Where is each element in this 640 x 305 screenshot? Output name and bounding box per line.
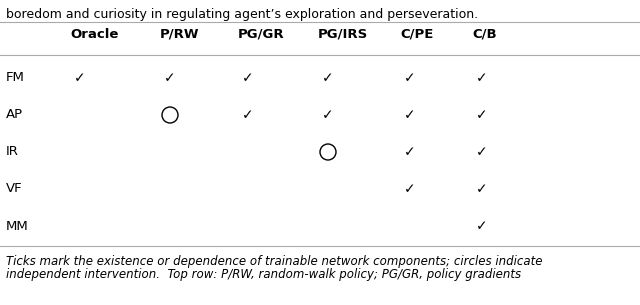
Text: ✓: ✓ xyxy=(404,71,416,85)
Text: FM: FM xyxy=(6,71,25,84)
Text: ✓: ✓ xyxy=(164,71,176,85)
Text: independent intervention.  Top row: P/RW, random-walk policy; PG/GR, policy grad: independent intervention. Top row: P/RW,… xyxy=(6,268,521,281)
Text: Oracle: Oracle xyxy=(70,28,118,41)
Text: PG/GR: PG/GR xyxy=(238,28,285,41)
Text: ✓: ✓ xyxy=(476,145,488,159)
Text: PG/IRS: PG/IRS xyxy=(318,28,368,41)
Text: ✓: ✓ xyxy=(476,108,488,122)
Text: ✓: ✓ xyxy=(404,145,416,159)
Text: ✓: ✓ xyxy=(322,71,334,85)
Text: ✓: ✓ xyxy=(242,108,254,122)
Text: ✓: ✓ xyxy=(242,71,254,85)
Text: ✓: ✓ xyxy=(322,108,334,122)
Text: ✓: ✓ xyxy=(404,182,416,196)
Text: IR: IR xyxy=(6,145,19,159)
Text: ✓: ✓ xyxy=(476,182,488,196)
Text: C/PE: C/PE xyxy=(400,28,433,41)
Text: ✓: ✓ xyxy=(74,71,86,85)
Text: P/RW: P/RW xyxy=(160,28,200,41)
Text: boredom and curiosity in regulating agent’s exploration and perseveration.: boredom and curiosity in regulating agen… xyxy=(6,8,478,21)
Text: ✓: ✓ xyxy=(476,71,488,85)
Text: ✓: ✓ xyxy=(476,219,488,233)
Text: VF: VF xyxy=(6,182,22,196)
Text: Ticks mark the existence or dependence of trainable network components; circles : Ticks mark the existence or dependence o… xyxy=(6,255,543,268)
Text: ✓: ✓ xyxy=(404,108,416,122)
Text: MM: MM xyxy=(6,220,29,232)
Text: C/B: C/B xyxy=(472,28,497,41)
Text: AP: AP xyxy=(6,109,23,121)
